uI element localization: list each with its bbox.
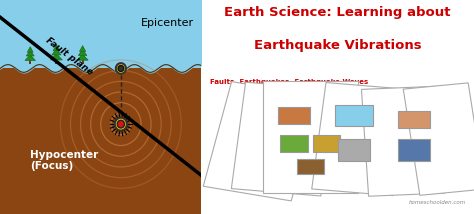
Text: Earthquake Vibrations: Earthquake Vibrations xyxy=(254,39,421,52)
Polygon shape xyxy=(398,139,430,160)
Polygon shape xyxy=(278,107,310,124)
Text: Epicenter: Epicenter xyxy=(141,18,194,28)
Polygon shape xyxy=(403,83,474,195)
Polygon shape xyxy=(281,135,308,152)
Polygon shape xyxy=(263,81,358,193)
Text: Fault plane: Fault plane xyxy=(45,36,95,77)
Polygon shape xyxy=(53,45,60,51)
Bar xyxy=(0,0,201,68)
Polygon shape xyxy=(77,54,88,60)
Polygon shape xyxy=(313,135,340,152)
Polygon shape xyxy=(203,82,319,201)
Polygon shape xyxy=(362,86,445,196)
Polygon shape xyxy=(297,159,324,174)
Polygon shape xyxy=(78,50,87,55)
Polygon shape xyxy=(26,51,34,56)
Bar xyxy=(0,68,201,214)
Polygon shape xyxy=(25,55,36,60)
Circle shape xyxy=(115,118,127,131)
Polygon shape xyxy=(312,83,407,196)
Polygon shape xyxy=(52,49,61,55)
Text: Earth Science: Learning about: Earth Science: Learning about xyxy=(225,6,451,19)
Circle shape xyxy=(117,120,125,128)
Bar xyxy=(29,59,31,64)
Bar xyxy=(82,59,83,64)
Circle shape xyxy=(116,63,126,74)
Polygon shape xyxy=(27,47,33,52)
Circle shape xyxy=(118,65,124,71)
Polygon shape xyxy=(231,82,335,196)
Text: Hypocenter
(Focus): Hypocenter (Focus) xyxy=(30,150,99,171)
Polygon shape xyxy=(80,46,86,51)
Text: Faults, Earthquakes, Earthquake Waves: Faults, Earthquakes, Earthquake Waves xyxy=(210,79,368,85)
Polygon shape xyxy=(51,54,62,60)
Polygon shape xyxy=(337,139,371,160)
Polygon shape xyxy=(398,111,430,128)
Text: homeschoolden.com: homeschoolden.com xyxy=(409,201,466,205)
Polygon shape xyxy=(335,105,373,126)
Bar xyxy=(55,59,57,64)
